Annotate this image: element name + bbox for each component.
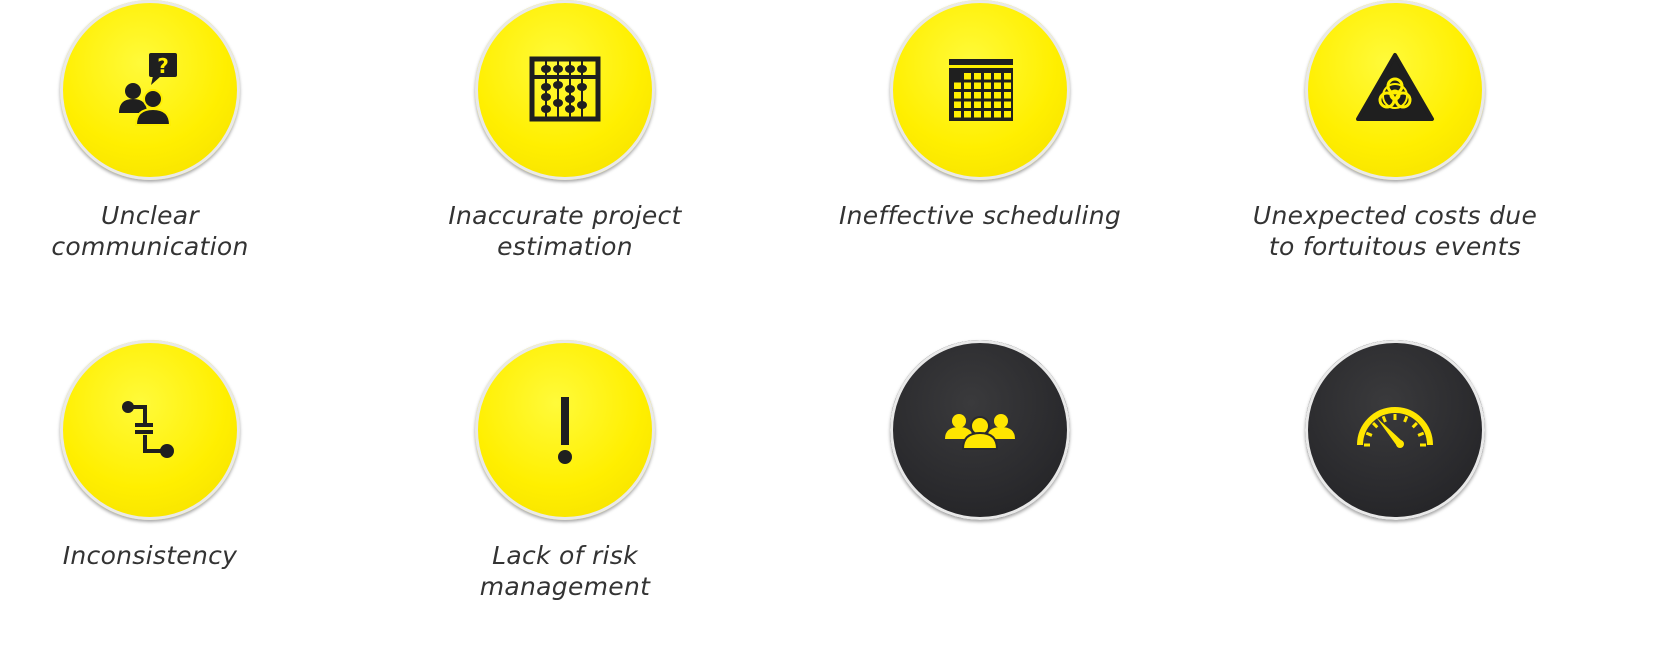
tile-unclear-communication: ? Unclear communication [0, 0, 340, 262]
abacus-icon [529, 56, 601, 122]
people-question-icon: ? [119, 53, 177, 126]
circle-badge [1305, 0, 1485, 180]
circle-badge [60, 340, 240, 520]
tile-unexpected-costs: Unexpected costs due to fortuitous event… [1205, 0, 1585, 262]
tile-group [790, 340, 1170, 540]
circle-badge [475, 0, 655, 180]
exclamation-icon [558, 397, 572, 464]
process-flow-icon [122, 401, 174, 458]
item-label: Ineffective scheduling [838, 201, 1122, 230]
circle-badge [475, 340, 655, 520]
biohazard-warning-icon [1356, 53, 1434, 121]
circle-badge: ? [60, 0, 240, 180]
speedometer-icon [1357, 407, 1433, 448]
circle-badge [890, 0, 1070, 180]
tile-ineffective-scheduling: Ineffective scheduling [790, 0, 1170, 231]
tile-speedometer [1205, 340, 1585, 540]
calendar-icon [949, 59, 1013, 121]
svg-text:?: ? [157, 54, 169, 78]
item-label: Inconsistency [62, 541, 238, 570]
group-icon [945, 414, 1015, 450]
tile-lack-risk-management: Lack of risk management [375, 340, 755, 602]
circle-badge [1305, 340, 1485, 520]
item-label: Unclear communication [51, 201, 249, 261]
circle-badge [890, 340, 1070, 520]
tile-inconsistency: Inconsistency [0, 340, 340, 571]
item-label: Unexpected costs due to fortuitous event… [1252, 201, 1538, 261]
item-label: Lack of risk management [479, 541, 651, 601]
tile-inaccurate-estimation: Inaccurate project estimation [375, 0, 755, 262]
item-label: Inaccurate project estimation [448, 201, 682, 261]
